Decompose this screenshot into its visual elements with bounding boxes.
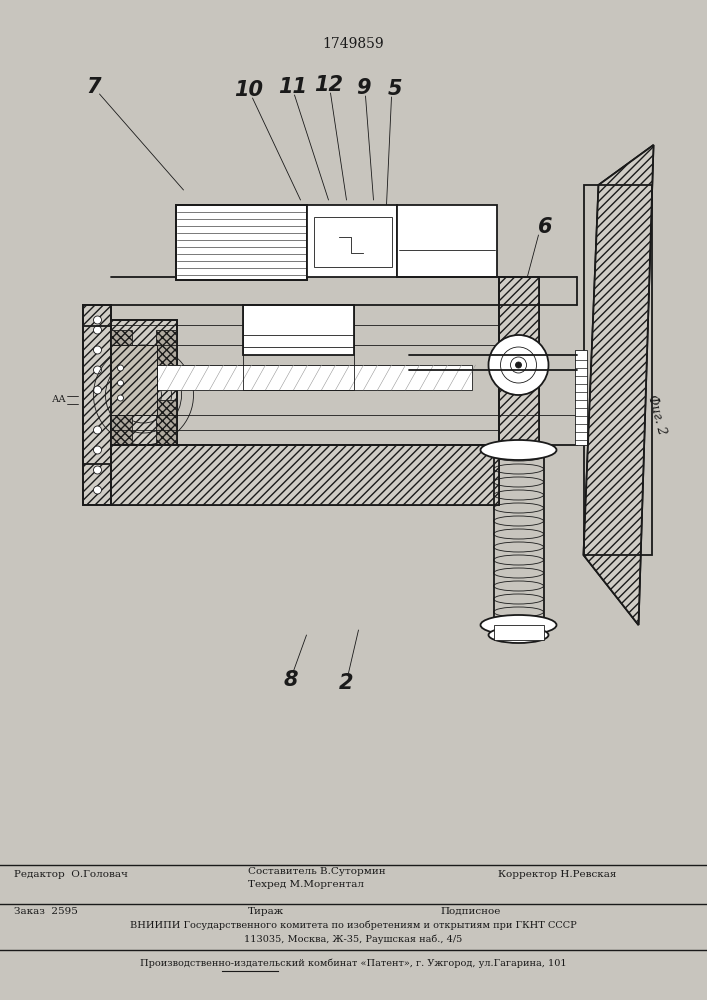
Bar (112, 345, 156, 415)
Ellipse shape (481, 440, 556, 460)
Circle shape (515, 362, 522, 368)
Text: 9: 9 (356, 78, 370, 98)
Text: 11: 11 (278, 77, 307, 97)
Bar (575, 350, 587, 445)
Text: 2: 2 (339, 673, 354, 693)
Circle shape (510, 357, 527, 373)
Text: 5: 5 (387, 79, 402, 99)
Circle shape (117, 365, 124, 371)
Circle shape (93, 386, 102, 394)
Text: 12: 12 (314, 75, 343, 95)
Text: Заказ  2595: Заказ 2595 (14, 907, 78, 916)
Circle shape (93, 466, 102, 474)
Text: 8: 8 (284, 670, 298, 690)
Text: Корректор Н.Ревская: Корректор Н.Ревская (498, 870, 617, 879)
Ellipse shape (481, 615, 556, 635)
Bar (243, 305, 354, 355)
Text: ВНИИПИ Государственного комитета по изобретениям и открытиям при ГКНТ СССР: ВНИИПИ Государственного комитета по изоб… (129, 921, 576, 930)
Text: 10: 10 (234, 80, 263, 100)
Bar (112, 345, 156, 415)
Text: Составитель В.Сутормин: Составитель В.Сутормин (248, 867, 385, 876)
Circle shape (501, 347, 537, 383)
Text: Подписное: Подписное (440, 907, 501, 916)
Bar (156, 400, 177, 455)
Circle shape (93, 446, 102, 454)
Circle shape (93, 426, 102, 434)
Bar (498, 277, 539, 445)
Text: 113035, Москва, Ж-35, Раушская наб., 4/5: 113035, Москва, Ж-35, Раушская наб., 4/5 (244, 935, 462, 944)
Ellipse shape (489, 627, 549, 643)
Circle shape (489, 335, 549, 395)
Bar (156, 330, 177, 385)
Polygon shape (583, 145, 653, 625)
Bar (583, 185, 651, 555)
Circle shape (93, 326, 102, 334)
Bar (307, 205, 397, 277)
Circle shape (93, 346, 102, 354)
Circle shape (139, 390, 148, 400)
Bar (313, 217, 392, 267)
Text: Производственно-издательский комбинат «Патент», г. Ужгород, ул.Гагарина, 101: Производственно-издательский комбинат «П… (140, 958, 566, 968)
Bar (493, 625, 544, 640)
Bar (112, 400, 132, 455)
Bar (112, 445, 498, 505)
Bar (177, 205, 307, 280)
Bar (112, 320, 177, 470)
Bar (83, 305, 112, 505)
Bar (112, 445, 498, 505)
Bar (498, 277, 539, 445)
Bar (112, 330, 132, 385)
Text: АА: АА (52, 395, 66, 404)
Text: 1749859: 1749859 (322, 37, 385, 51)
Circle shape (93, 366, 102, 374)
Bar (112, 365, 472, 390)
Polygon shape (583, 145, 653, 625)
Text: 6: 6 (538, 217, 553, 237)
Text: Тираж: Тираж (248, 907, 284, 916)
Text: 7: 7 (86, 77, 101, 97)
Bar (112, 445, 498, 505)
Bar (112, 320, 177, 470)
Text: Фиг. 2: Фиг. 2 (645, 394, 668, 436)
Bar (498, 277, 539, 445)
Text: Техред М.Моргентал: Техред М.Моргентал (248, 880, 364, 889)
Bar (177, 205, 307, 280)
Circle shape (117, 395, 124, 401)
Bar (243, 305, 354, 390)
Bar (83, 305, 112, 505)
Circle shape (93, 316, 102, 324)
Circle shape (93, 486, 102, 494)
Circle shape (117, 380, 124, 386)
Bar (397, 205, 496, 277)
Text: Редактор  О.Головач: Редактор О.Головач (14, 870, 128, 879)
